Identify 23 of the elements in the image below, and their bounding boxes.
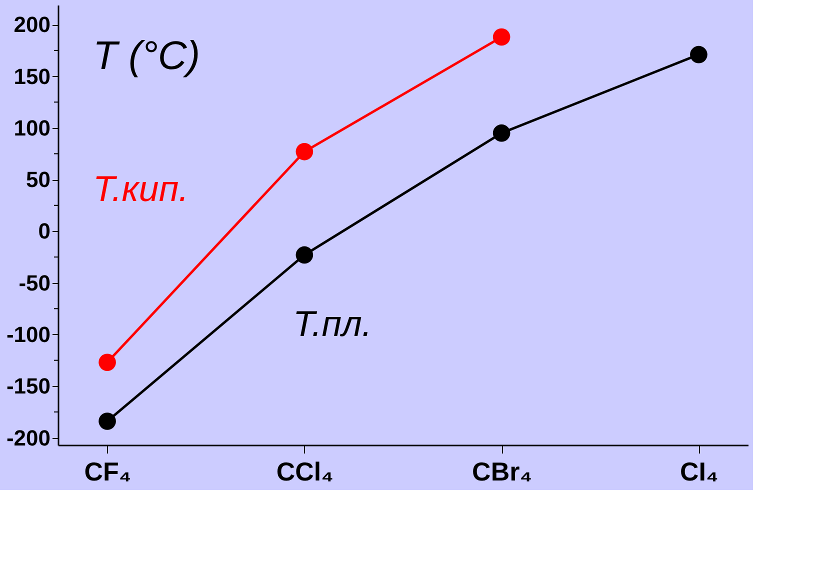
point	[492, 124, 510, 142]
y-tick-label: 50	[26, 167, 50, 192]
annotation: T (°C)	[93, 34, 200, 78]
point	[296, 246, 314, 264]
point	[492, 28, 510, 46]
x-tick-label: CI₄	[680, 456, 718, 486]
y-tick-label: 200	[14, 12, 50, 38]
series-label: Т.пл.	[293, 303, 372, 344]
x-tick-label: CF₄	[84, 456, 132, 486]
series-label: Т.кип.	[93, 168, 189, 209]
x-tick-label: CBr₄	[472, 456, 532, 486]
y-tick-label: 0	[38, 218, 50, 244]
y-tick-label: -200	[6, 425, 50, 450]
y-tick-label: -100	[6, 322, 50, 347]
point	[296, 143, 314, 160]
y-tick-label: -150	[6, 374, 50, 399]
point	[98, 412, 116, 430]
point	[690, 46, 708, 64]
x-tick-label: CCl₄	[276, 456, 334, 486]
y-tick-label: -50	[18, 270, 50, 296]
y-tick-label: 100	[14, 115, 50, 140]
y-tick-label: 150	[14, 64, 50, 89]
point	[98, 354, 116, 372]
